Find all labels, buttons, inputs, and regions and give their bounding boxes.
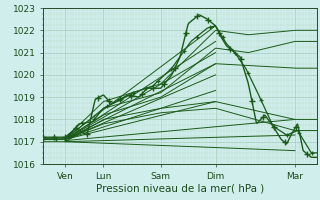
X-axis label: Pression niveau de la mer( hPa ): Pression niveau de la mer( hPa ) (96, 183, 264, 193)
